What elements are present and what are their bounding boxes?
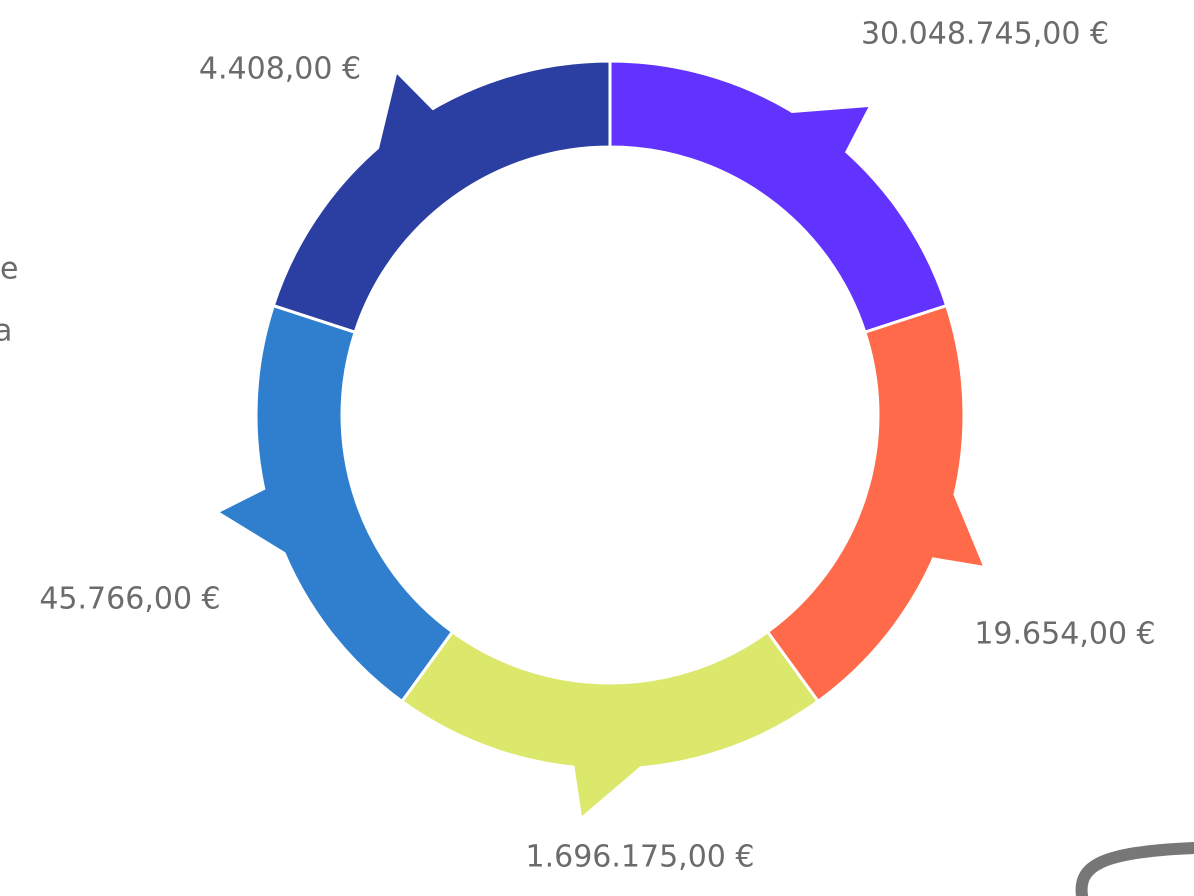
ring-segment [399,629,821,771]
ring-segment [254,303,455,704]
segment-label: 30.048.745,00 € [861,17,1109,52]
segment-label: 4.408,00 € [199,52,361,87]
segment-pointer [927,487,983,566]
decorative-curve [1075,842,1194,896]
ring-segment [765,303,966,704]
segment-pointer [377,74,436,157]
edge-text: e [0,252,18,287]
ring-segment [608,59,949,335]
ring-segment [271,59,612,335]
edge-text: a [0,314,12,349]
segment-label: 19.654,00 € [974,617,1155,652]
segment-pointer [784,107,869,157]
segment-label: 1.696.175,00 € [525,840,754,875]
segment-pointer [219,487,293,557]
segment-pointer [573,761,647,817]
segment-label: 45.766,00 € [39,582,220,617]
